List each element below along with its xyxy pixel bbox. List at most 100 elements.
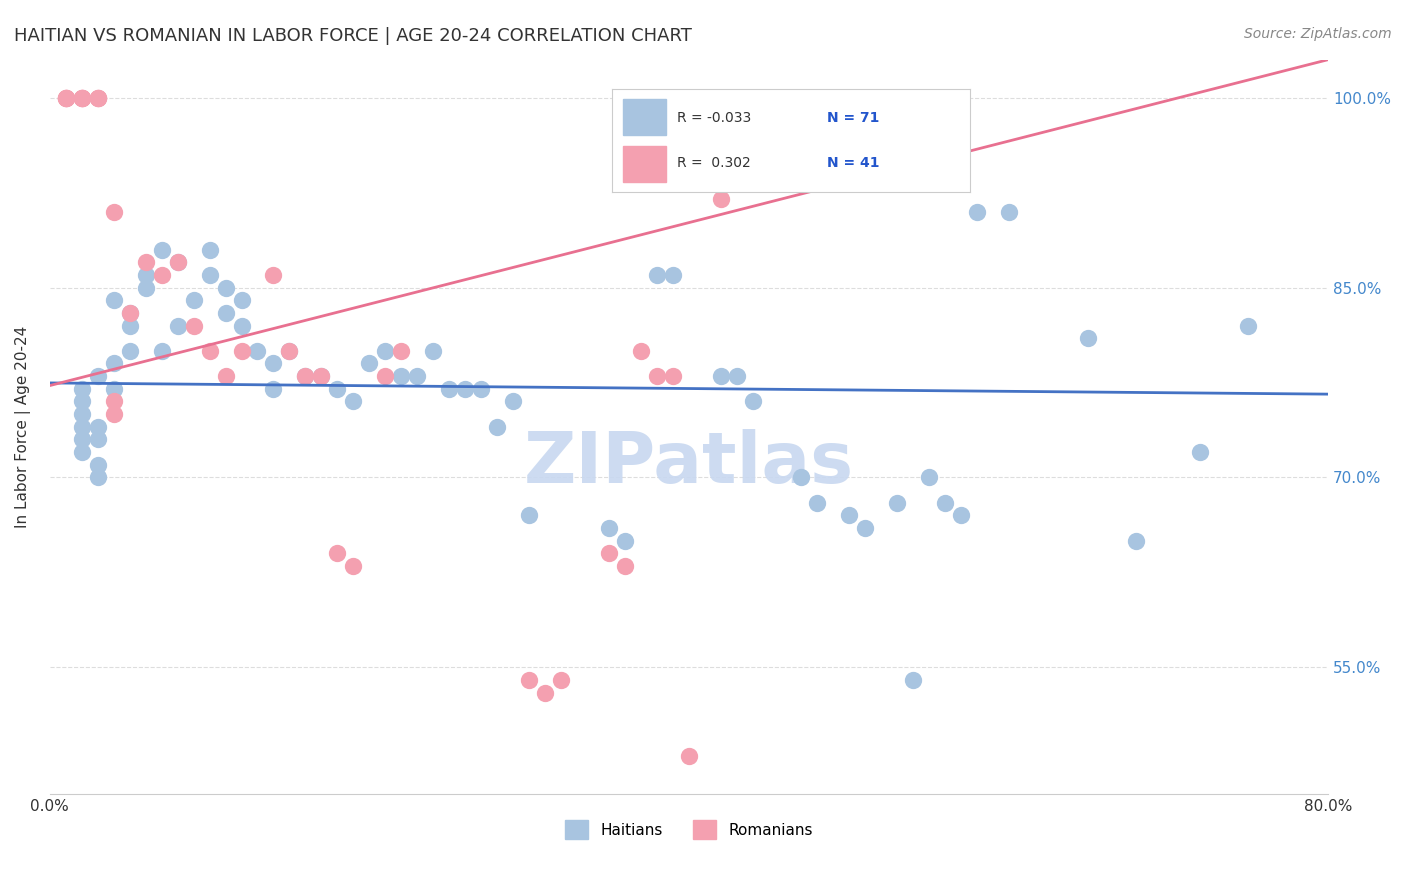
- Point: [55, 90, 77, 104]
- Point: [198, 243, 221, 257]
- Point: [645, 268, 668, 282]
- Point: [917, 470, 939, 484]
- Point: [966, 204, 988, 219]
- Point: [374, 369, 396, 384]
- Point: [598, 546, 620, 560]
- Point: [263, 382, 285, 396]
- Point: [86, 90, 108, 104]
- Point: [70, 419, 93, 434]
- Point: [1237, 318, 1260, 333]
- Point: [1189, 445, 1212, 459]
- Point: [662, 268, 685, 282]
- Point: [790, 470, 813, 484]
- Point: [150, 268, 173, 282]
- Point: [198, 268, 221, 282]
- Point: [886, 496, 908, 510]
- Point: [86, 90, 108, 104]
- Point: [55, 90, 77, 104]
- Point: [741, 394, 763, 409]
- Point: [86, 369, 108, 384]
- Point: [853, 521, 876, 535]
- Point: [135, 280, 157, 294]
- Point: [183, 293, 205, 308]
- Point: [725, 369, 748, 384]
- Point: [70, 382, 93, 396]
- Point: [103, 357, 125, 371]
- Legend: Haitians, Romanians: Haitians, Romanians: [560, 814, 818, 845]
- Point: [326, 546, 349, 560]
- Point: [150, 243, 173, 257]
- Point: [70, 394, 93, 409]
- Point: [166, 318, 188, 333]
- Point: [311, 369, 333, 384]
- Point: [135, 268, 157, 282]
- Point: [55, 90, 77, 104]
- Point: [710, 192, 733, 206]
- Point: [389, 369, 412, 384]
- Point: [439, 382, 461, 396]
- Point: [166, 255, 188, 269]
- Text: HAITIAN VS ROMANIAN IN LABOR FORCE | AGE 20-24 CORRELATION CHART: HAITIAN VS ROMANIAN IN LABOR FORCE | AGE…: [14, 27, 692, 45]
- Point: [997, 204, 1019, 219]
- Point: [758, 90, 780, 104]
- Point: [662, 369, 685, 384]
- Point: [949, 508, 972, 523]
- Point: [406, 369, 429, 384]
- Point: [70, 90, 93, 104]
- Point: [150, 343, 173, 358]
- Point: [70, 433, 93, 447]
- Point: [103, 382, 125, 396]
- Point: [263, 357, 285, 371]
- Point: [1077, 331, 1099, 345]
- Point: [614, 559, 637, 574]
- Point: [70, 407, 93, 421]
- Point: [901, 673, 924, 687]
- Point: [86, 90, 108, 104]
- Point: [342, 559, 364, 574]
- Point: [55, 90, 77, 104]
- Point: [517, 508, 540, 523]
- Point: [118, 306, 141, 320]
- Point: [806, 496, 828, 510]
- Point: [103, 204, 125, 219]
- Point: [214, 306, 236, 320]
- Point: [135, 255, 157, 269]
- Point: [359, 357, 381, 371]
- Point: [263, 268, 285, 282]
- Point: [470, 382, 492, 396]
- Text: Source: ZipAtlas.com: Source: ZipAtlas.com: [1244, 27, 1392, 41]
- Point: [198, 343, 221, 358]
- Point: [86, 470, 108, 484]
- Point: [231, 293, 253, 308]
- Point: [183, 318, 205, 333]
- Point: [838, 508, 860, 523]
- Point: [550, 673, 572, 687]
- Point: [614, 533, 637, 548]
- Point: [486, 419, 509, 434]
- Point: [389, 343, 412, 358]
- Point: [231, 318, 253, 333]
- Point: [454, 382, 477, 396]
- Point: [311, 369, 333, 384]
- Point: [103, 394, 125, 409]
- Point: [70, 90, 93, 104]
- Point: [246, 343, 269, 358]
- Point: [678, 749, 700, 764]
- Point: [70, 90, 93, 104]
- Point: [630, 343, 652, 358]
- Text: ZIPatlas: ZIPatlas: [524, 429, 853, 498]
- Point: [645, 369, 668, 384]
- Point: [534, 686, 557, 700]
- Point: [326, 382, 349, 396]
- Point: [374, 343, 396, 358]
- Point: [166, 255, 188, 269]
- Point: [86, 458, 108, 472]
- Point: [278, 343, 301, 358]
- Point: [118, 306, 141, 320]
- Point: [118, 318, 141, 333]
- Point: [70, 445, 93, 459]
- Point: [214, 280, 236, 294]
- Point: [422, 343, 444, 358]
- Point: [294, 369, 316, 384]
- Point: [1125, 533, 1147, 548]
